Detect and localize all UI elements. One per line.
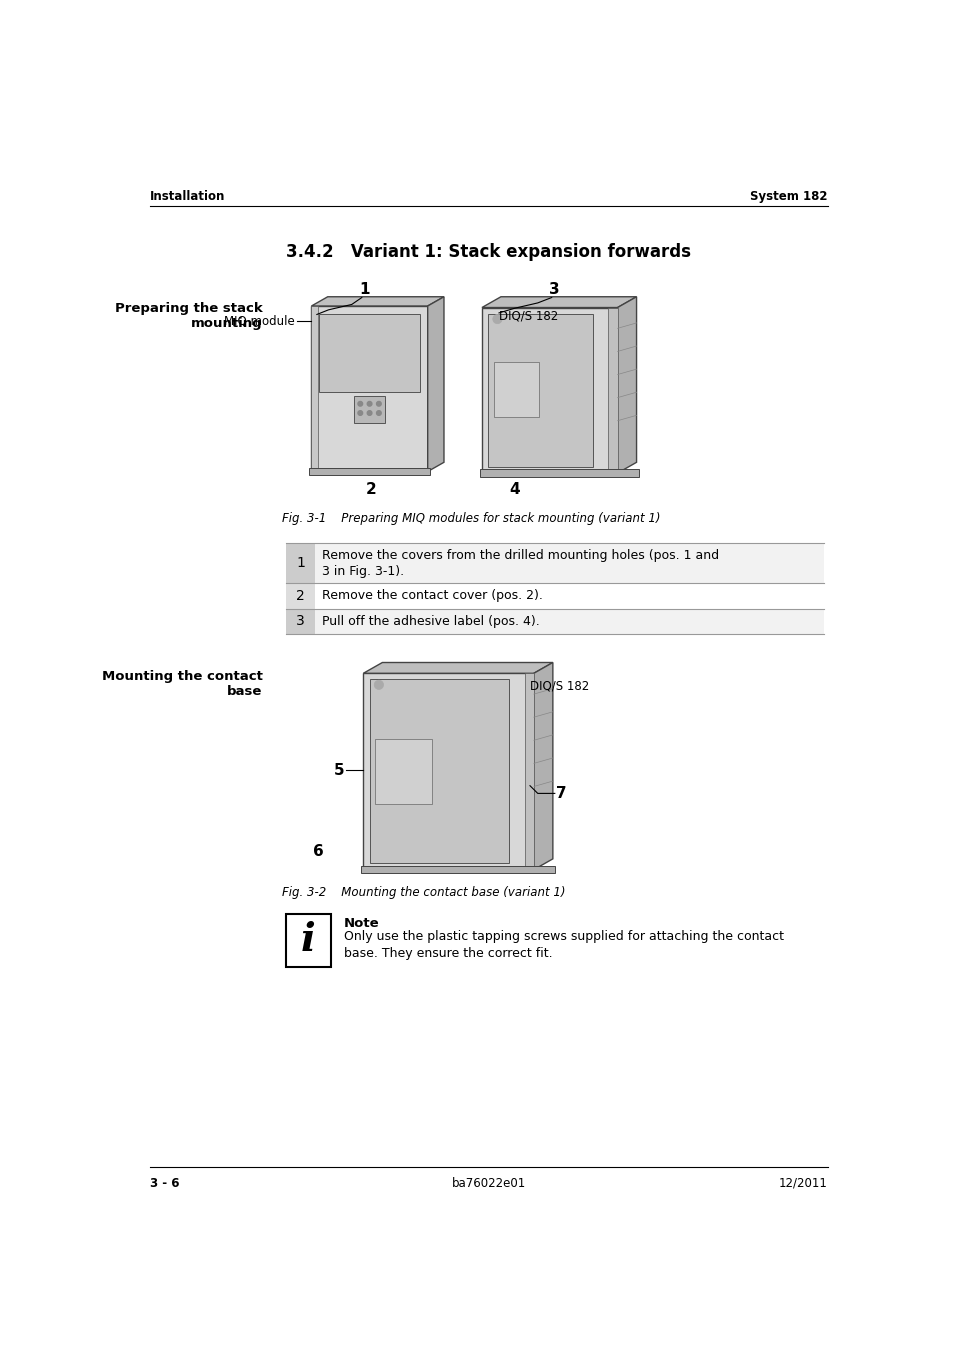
Text: Preparing the stack
mounting: Preparing the stack mounting bbox=[114, 302, 262, 331]
Text: 4: 4 bbox=[509, 482, 519, 497]
Bar bbox=[319, 313, 419, 393]
Bar bbox=[286, 543, 315, 583]
Text: DIQ/S 182: DIQ/S 182 bbox=[530, 679, 589, 693]
Text: i: i bbox=[300, 922, 315, 960]
Text: 3 - 6: 3 - 6 bbox=[150, 1177, 179, 1189]
Circle shape bbox=[367, 401, 372, 406]
Polygon shape bbox=[363, 674, 534, 869]
Text: Remove the covers from the drilled mounting holes (pos. 1 and
3 in Fig. 3-1).: Remove the covers from the drilled mount… bbox=[321, 548, 718, 578]
Bar bbox=[286, 609, 823, 634]
Text: Mounting the contact
base: Mounting the contact base bbox=[102, 670, 262, 698]
Circle shape bbox=[374, 680, 383, 690]
Text: 5: 5 bbox=[333, 763, 344, 778]
Text: 6: 6 bbox=[313, 844, 323, 859]
Text: Note: Note bbox=[344, 917, 379, 930]
Text: DIQ/S 182: DIQ/S 182 bbox=[498, 309, 558, 323]
Polygon shape bbox=[311, 297, 443, 306]
Text: Fig. 3-1    Preparing MIQ modules for stack mounting (variant 1): Fig. 3-1 Preparing MIQ modules for stack… bbox=[282, 513, 659, 525]
Bar bbox=[286, 583, 823, 609]
Circle shape bbox=[367, 410, 372, 416]
Bar bbox=[488, 313, 592, 467]
Circle shape bbox=[357, 401, 362, 406]
Bar bbox=[354, 396, 385, 423]
Polygon shape bbox=[363, 663, 553, 674]
Bar bbox=[286, 583, 315, 609]
Bar bbox=[286, 609, 315, 634]
Circle shape bbox=[493, 315, 501, 324]
Bar bbox=[493, 362, 537, 417]
Text: 1: 1 bbox=[359, 282, 370, 297]
Bar bbox=[360, 865, 555, 873]
Text: 3.4.2   Variant 1: Stack expansion forwards: 3.4.2 Variant 1: Stack expansion forward… bbox=[286, 243, 691, 261]
Text: Fig. 3-2    Mounting the contact base (variant 1): Fig. 3-2 Mounting the contact base (vari… bbox=[282, 886, 565, 899]
Text: Pull off the adhesive label (pos. 4).: Pull off the adhesive label (pos. 4). bbox=[321, 614, 538, 628]
Bar bbox=[286, 914, 331, 967]
Bar bbox=[309, 467, 430, 475]
Polygon shape bbox=[481, 308, 617, 472]
Text: Remove the contact cover (pos. 2).: Remove the contact cover (pos. 2). bbox=[321, 590, 542, 602]
Text: 3: 3 bbox=[296, 614, 305, 628]
Polygon shape bbox=[534, 663, 553, 869]
Text: System 182: System 182 bbox=[749, 190, 827, 202]
Text: ba76022e01: ba76022e01 bbox=[452, 1177, 525, 1189]
Polygon shape bbox=[481, 297, 636, 308]
Text: 7: 7 bbox=[555, 786, 566, 801]
Bar bbox=[479, 470, 639, 477]
Bar bbox=[311, 306, 317, 471]
Text: 12/2011: 12/2011 bbox=[778, 1177, 827, 1189]
Text: 2: 2 bbox=[365, 482, 376, 497]
Bar bbox=[524, 674, 534, 869]
Bar bbox=[375, 738, 431, 805]
Circle shape bbox=[376, 401, 381, 406]
Text: MIQ module: MIQ module bbox=[224, 315, 294, 328]
Text: 3: 3 bbox=[549, 282, 559, 297]
Text: 1: 1 bbox=[295, 556, 305, 570]
Polygon shape bbox=[427, 297, 443, 471]
Bar bbox=[608, 308, 617, 472]
Circle shape bbox=[357, 410, 362, 416]
Text: Only use the plastic tapping screws supplied for attaching the contact
base. The: Only use the plastic tapping screws supp… bbox=[344, 930, 783, 960]
Polygon shape bbox=[311, 306, 427, 471]
Polygon shape bbox=[617, 297, 636, 472]
Circle shape bbox=[376, 410, 381, 416]
Text: 2: 2 bbox=[296, 589, 305, 603]
Bar bbox=[286, 543, 823, 583]
Text: Installation: Installation bbox=[150, 190, 226, 202]
Bar bbox=[369, 679, 509, 864]
